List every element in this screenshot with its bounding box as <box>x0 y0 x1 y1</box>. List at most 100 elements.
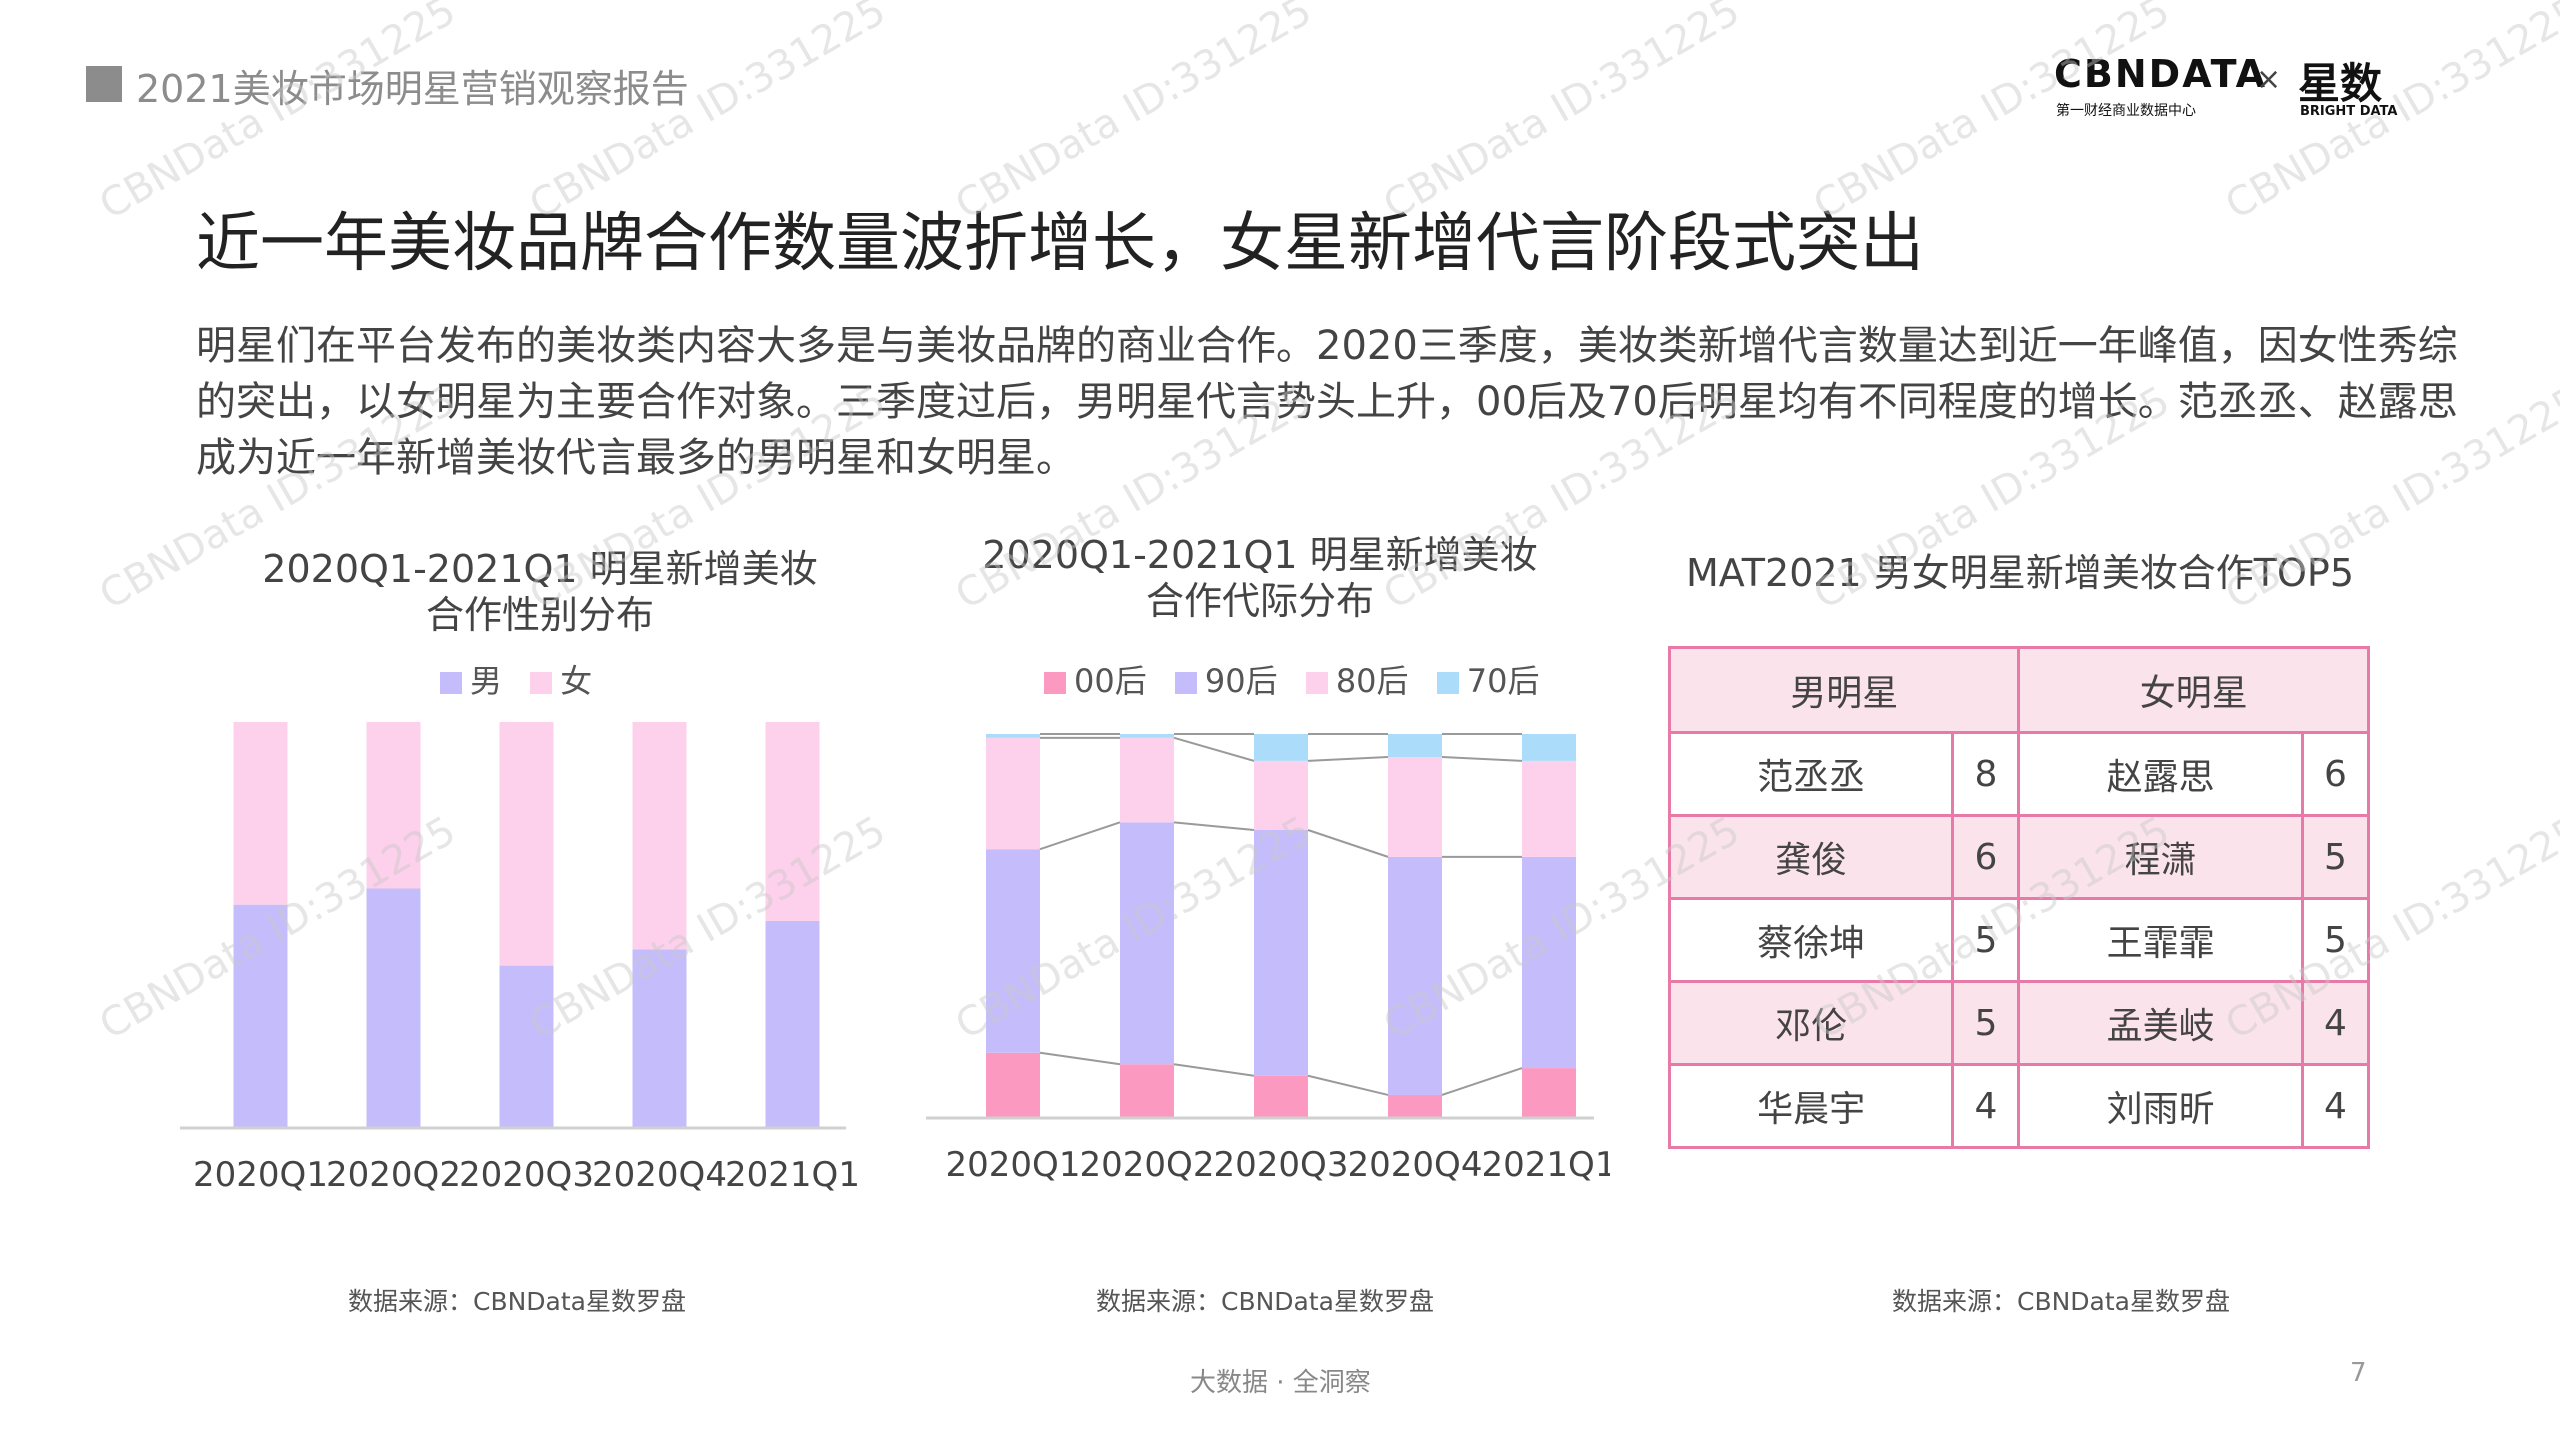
female-star-count: 5 <box>2300 897 2371 983</box>
male-star-name: 龚俊 <box>1667 814 1955 900</box>
x-tick-label: 2020Q3 <box>1214 1145 1349 1185</box>
female-star-name: 孟美岐 <box>2017 980 2304 1066</box>
logo: CBNDATA 第一财经商业数据中心 × 星数 BRIGHT DATA <box>2050 50 2397 126</box>
male-star-count: 8 <box>1951 731 2021 817</box>
connector-line-90后 <box>1307 829 1389 858</box>
male-star-name: 邓伦 <box>1667 980 1955 1066</box>
footer-tagline: 大数据 · 全洞察 <box>1190 1368 1371 1398</box>
logo-cbndata: CBNDATA <box>2054 52 2268 96</box>
female-star-count: 5 <box>2300 814 2371 900</box>
chart1-title-line2: 合作性别分布 <box>425 593 654 637</box>
legend-swatch-90 <box>1174 672 1197 694</box>
logo-times: × <box>2256 62 2282 97</box>
report-title: 2021美妆市场明星营销观察报告 <box>136 67 689 111</box>
bar-70后-2020Q2 <box>1120 734 1174 738</box>
x-tick-label: 2020Q2 <box>326 1155 461 1195</box>
chart1-title: 2020Q1-2021Q1 明星新增美妆 合作性别分布 <box>180 546 900 638</box>
legend-swatch-80 <box>1305 672 1328 694</box>
bar-00后-2020Q4 <box>1388 1094 1442 1118</box>
bar-70后-2020Q1 <box>986 734 1040 738</box>
bar-女-2020Q1 <box>233 722 288 905</box>
header-square-icon <box>86 66 122 102</box>
chart2-legend: 00后 90后 80后 70后 <box>1044 656 1557 702</box>
header-female-stars: 女明星 <box>2017 646 2370 734</box>
legend-label-male: 男 <box>470 662 503 700</box>
legend-swatch-00 <box>1044 672 1066 694</box>
male-star-count: 5 <box>1951 897 2021 983</box>
female-star-name: 赵露思 <box>2017 731 2304 817</box>
male-star-name: 蔡徐坤 <box>1667 897 1955 983</box>
page-number: 7 <box>2350 1358 2367 1388</box>
chart2-title-line2: 合作代际分布 <box>1145 579 1374 623</box>
bar-90后-2020Q3 <box>1254 830 1308 1076</box>
x-tick-label: 2020Q4 <box>1348 1145 1483 1185</box>
bar-00后-2020Q2 <box>1120 1064 1174 1118</box>
female-star-count: 6 <box>2300 731 2371 817</box>
bar-男-2021Q1 <box>765 920 820 1128</box>
x-tick-label: 2021Q1 <box>725 1155 860 1195</box>
female-star-count: 4 <box>2300 980 2371 1066</box>
connector-line-00后 <box>1307 1074 1389 1096</box>
table-header-row: 男明星 女明星 <box>1667 646 2370 734</box>
female-star-name: 程潇 <box>2017 814 2304 900</box>
bar-70后-2020Q4 <box>1388 734 1442 758</box>
male-star-count: 6 <box>1951 814 2021 900</box>
bar-90后-2020Q2 <box>1120 822 1174 1065</box>
connector-line-90后 <box>1173 821 1255 831</box>
bar-80后-2021Q1 <box>1522 760 1576 857</box>
legend-label-00: 00后 <box>1074 662 1147 700</box>
connector-line-80后 <box>1307 756 1389 762</box>
legend-label-80: 80后 <box>1335 662 1409 700</box>
page-title: 近一年美妆品牌合作数量波折增长，女星新增代言阶段式突出 <box>196 207 1924 281</box>
bar-70后-2021Q1 <box>1522 734 1576 761</box>
bar-女-2020Q3 <box>499 722 554 966</box>
legend-label-female: 女 <box>560 662 593 700</box>
logo-xingshu: 星数 <box>2298 59 2383 108</box>
connector-line-00后 <box>1441 1067 1523 1096</box>
bar-女-2020Q2 <box>366 722 421 889</box>
female-star-count: 4 <box>2300 1063 2371 1149</box>
bar-70后-2020Q3 <box>1254 734 1308 761</box>
bar-男-2020Q3 <box>499 965 554 1128</box>
bar-80后-2020Q1 <box>986 737 1040 850</box>
x-tick-label: 2021Q1 <box>1482 1145 1610 1185</box>
x-tick-label: 2020Q3 <box>459 1155 594 1195</box>
chart1-title-line1: 2020Q1-2021Q1 明星新增美妆 <box>262 547 818 591</box>
x-tick-label: 2020Q1 <box>946 1145 1081 1185</box>
x-tick-label: 2020Q1 <box>193 1155 328 1195</box>
table-title: MAT2021 男女明星新增美妆合作TOP5 <box>1685 551 2355 595</box>
bar-男-2020Q4 <box>632 949 687 1128</box>
bar-00后-2020Q1 <box>986 1052 1040 1118</box>
legend-swatch-female <box>530 672 553 694</box>
bar-90后-2021Q1 <box>1522 856 1576 1069</box>
female-star-name: 王霏霏 <box>2017 897 2304 983</box>
generation-stacked-bar-chart: 2020Q1 2020Q2 2020Q3 2020Q4 2021Q1 <box>926 733 1610 1185</box>
bar-女-2020Q4 <box>632 722 687 950</box>
legend-label-70: 70后 <box>1466 662 1540 700</box>
connector-line-90后 <box>1039 821 1121 851</box>
chart1-source: 数据来源：CBNData星数罗盘 <box>348 1287 687 1316</box>
chart2-title-line1: 2020Q1-2021Q1 明星新增美妆 <box>982 533 1538 577</box>
bar-80后-2020Q3 <box>1254 760 1308 830</box>
table-row: 范丞丞 8 赵露思 6 <box>1667 731 2371 817</box>
connector-line-80后 <box>1441 756 1523 762</box>
table-row: 蔡徐坤 5 王霏霏 5 <box>1667 897 2371 983</box>
female-star-name: 刘雨昕 <box>2017 1063 2304 1149</box>
bar-90后-2020Q4 <box>1388 856 1442 1095</box>
bar-男-2020Q1 <box>233 904 288 1128</box>
male-star-count: 5 <box>1951 980 2021 1066</box>
header-male-stars: 男明星 <box>1667 646 2021 734</box>
bar-女-2021Q1 <box>765 722 820 921</box>
connector-line-80后 <box>1173 736 1255 762</box>
connector-line-00后 <box>1039 1051 1121 1066</box>
x-tick-label: 2020Q2 <box>1080 1145 1215 1185</box>
bar-00后-2021Q1 <box>1522 1068 1576 1118</box>
bar-80后-2020Q2 <box>1120 737 1174 823</box>
intro-paragraph: 明星们在平台发布的美妆类内容大多是与美妆品牌的商业合作。2020三季度，美妆类新… <box>196 323 2458 481</box>
chart2-source: 数据来源：CBNData星数罗盘 <box>1096 1287 1435 1316</box>
bar-80后-2020Q4 <box>1388 757 1442 857</box>
connector-line-00后 <box>1173 1063 1255 1077</box>
bar-00后-2020Q3 <box>1254 1075 1308 1118</box>
table-row: 邓伦 5 孟美岐 4 <box>1667 980 2371 1066</box>
legend-label-90: 90后 <box>1204 662 1278 700</box>
